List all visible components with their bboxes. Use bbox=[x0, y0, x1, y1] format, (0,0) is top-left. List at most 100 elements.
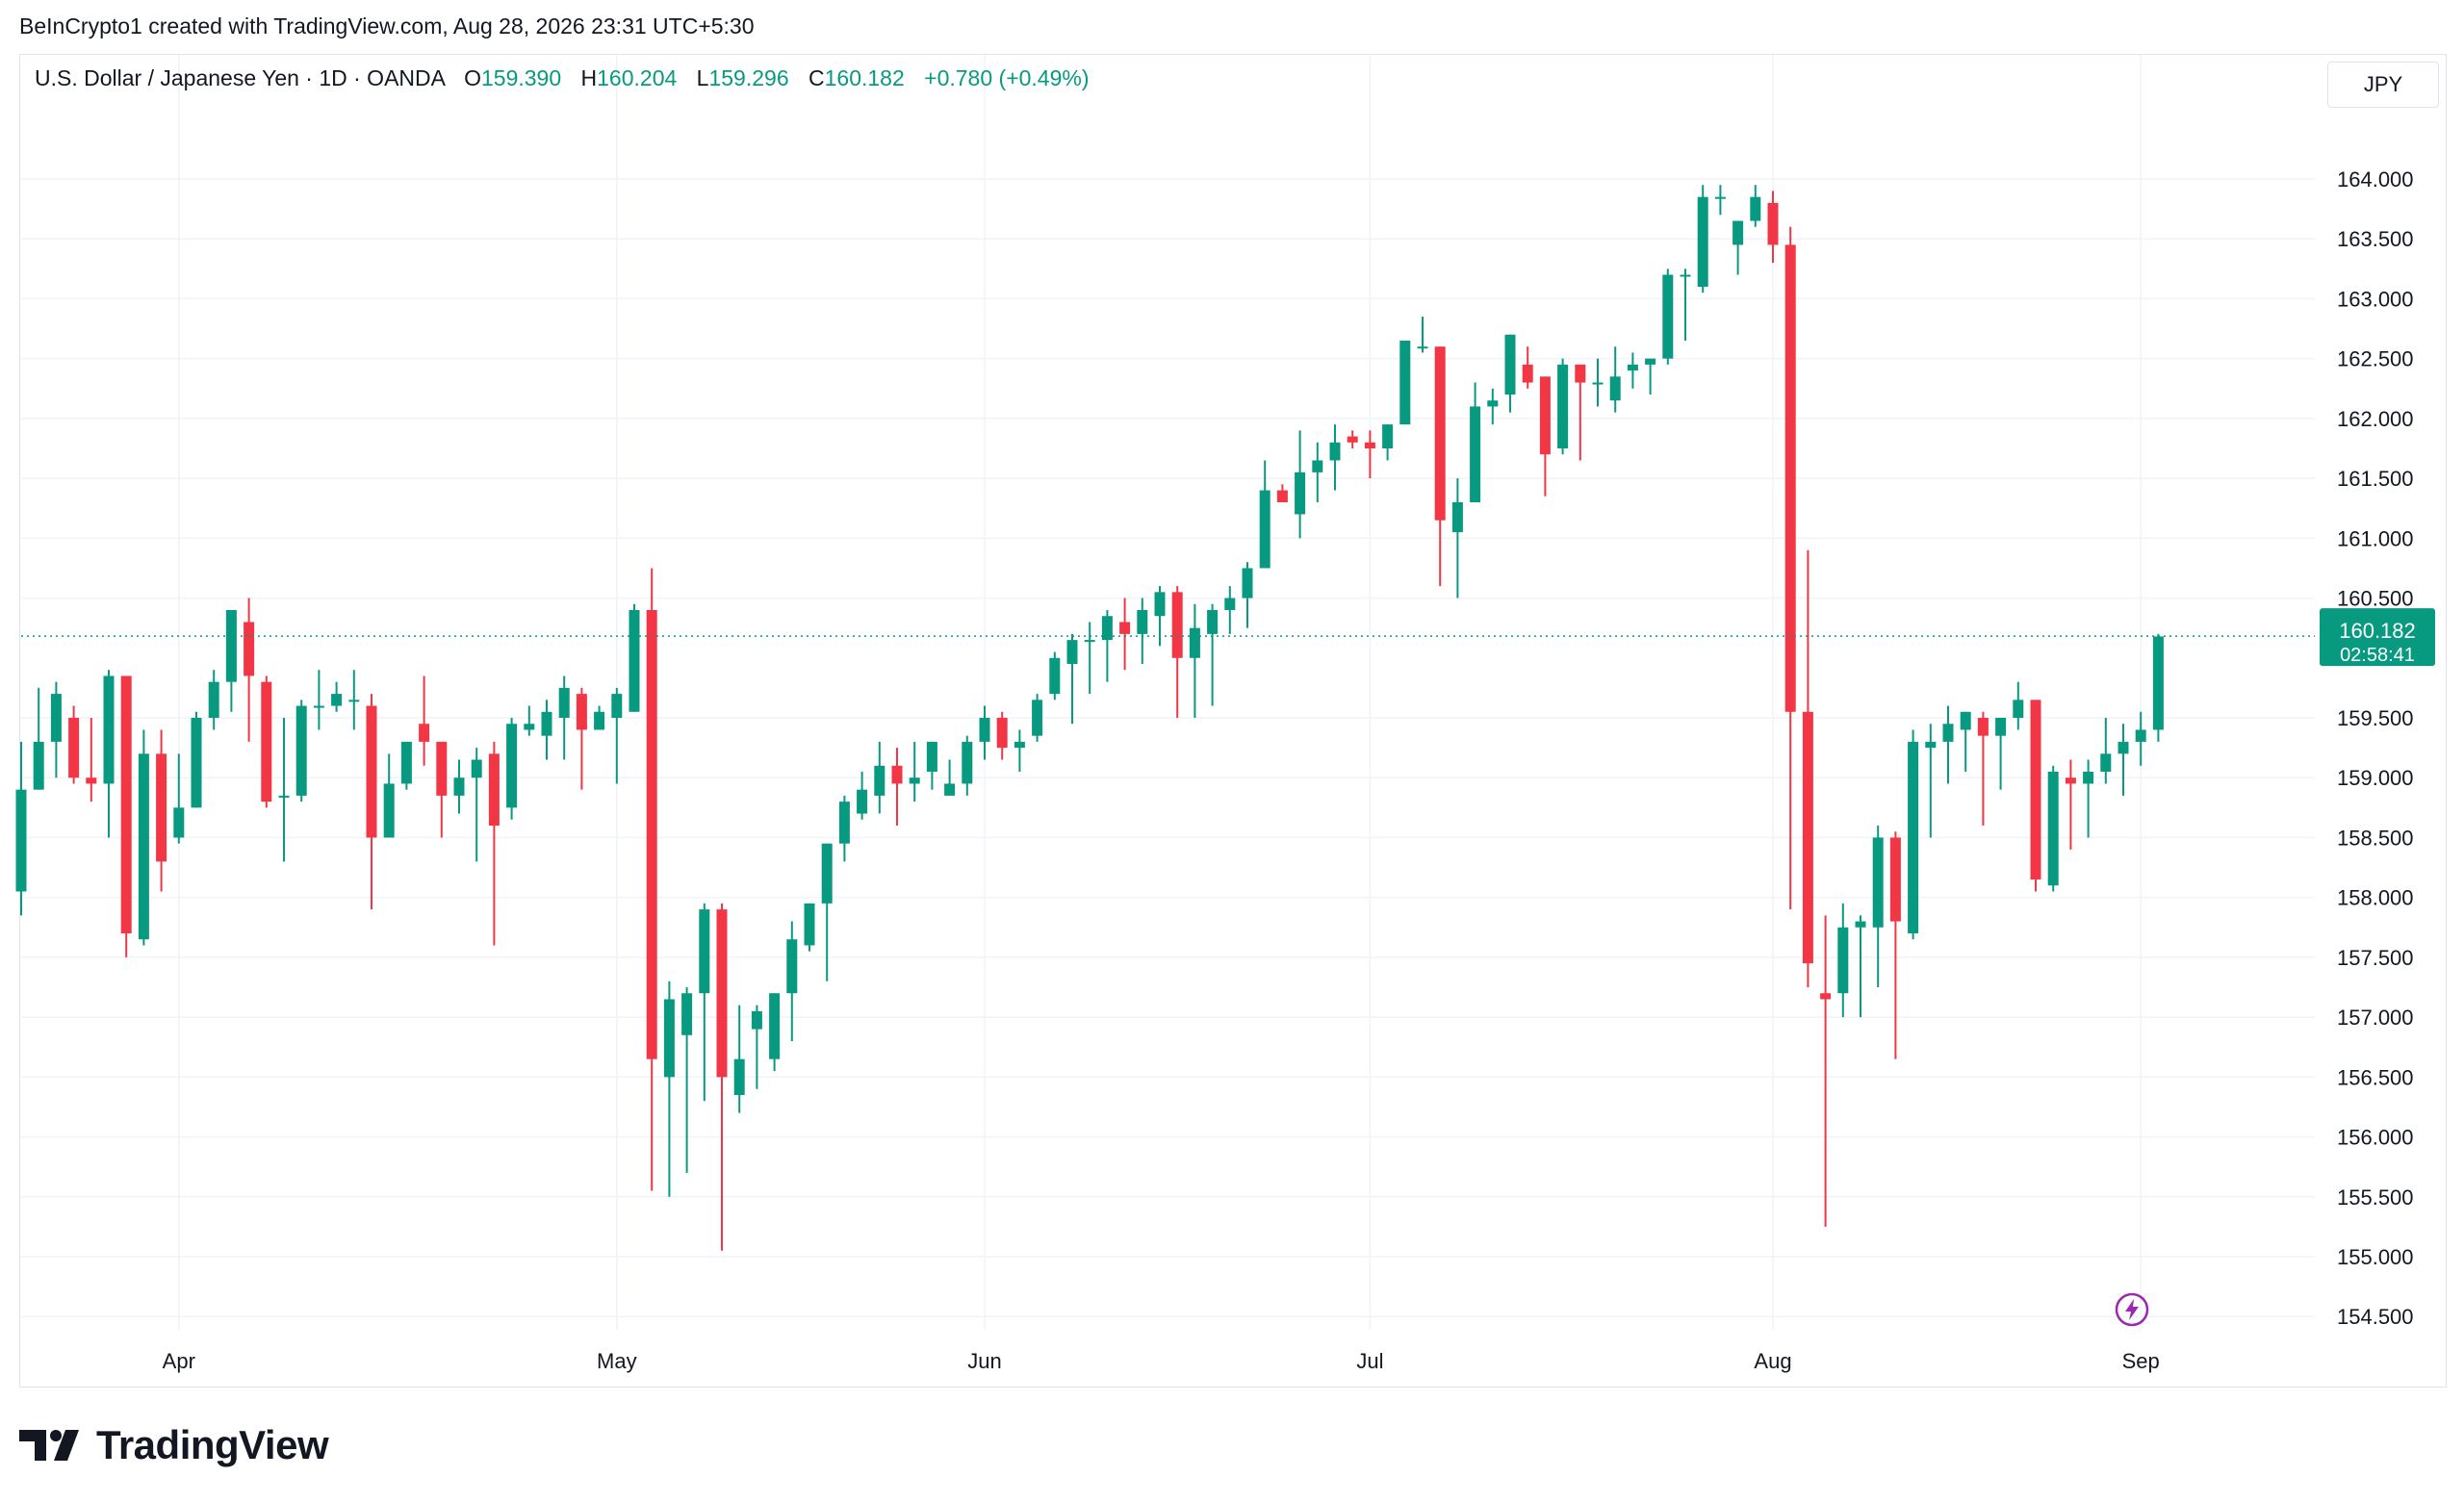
candle-body bbox=[295, 705, 307, 796]
candle-body bbox=[173, 807, 185, 838]
chart-frame[interactable] bbox=[19, 54, 2447, 1388]
candle-body bbox=[1977, 718, 1989, 736]
candle-body bbox=[1382, 424, 1394, 448]
candle-body bbox=[436, 741, 448, 796]
candle-body bbox=[1837, 927, 1849, 994]
y-tick-label: 155.000 bbox=[2337, 1245, 2414, 1269]
x-tick-label: Jun bbox=[967, 1349, 1001, 1373]
candle-body bbox=[1820, 993, 1832, 1000]
y-tick-label: 164.000 bbox=[2337, 167, 2414, 191]
tradingview-logo-icon bbox=[19, 1430, 79, 1461]
y-tick-label: 163.500 bbox=[2337, 227, 2414, 251]
candle-body bbox=[891, 765, 903, 784]
y-tick-label: 162.500 bbox=[2337, 347, 2414, 371]
candle-body bbox=[1329, 442, 1341, 461]
candle-body bbox=[1119, 622, 1131, 634]
candle-body bbox=[1662, 274, 1674, 359]
last-price-value: 160.182 bbox=[2339, 619, 2416, 643]
y-tick-label: 161.500 bbox=[2337, 467, 2414, 491]
candle-body bbox=[1609, 376, 1621, 401]
candle-body bbox=[2013, 700, 2024, 718]
candle-body bbox=[926, 741, 937, 772]
symbol-title[interactable]: U.S. Dollar / Japanese Yen · 1D · OANDA bbox=[35, 65, 445, 90]
y-tick-label: 157.000 bbox=[2337, 1006, 2414, 1030]
tradingview-logo[interactable]: TradingView bbox=[19, 1422, 329, 1468]
candle-body bbox=[646, 610, 657, 1059]
candle-body bbox=[1137, 610, 1148, 634]
candle-body bbox=[2100, 753, 2112, 772]
candle-body bbox=[1399, 341, 1411, 425]
candle-body bbox=[524, 724, 535, 730]
candle-body bbox=[1470, 406, 1481, 502]
candle-body bbox=[944, 783, 956, 796]
candle-body bbox=[1714, 196, 1726, 199]
candle-body bbox=[1522, 364, 1533, 383]
candle-body bbox=[1855, 921, 1866, 928]
candle-body bbox=[2118, 741, 2129, 754]
candle-body bbox=[1732, 220, 1744, 245]
candle-body bbox=[208, 681, 219, 718]
candle-body bbox=[1224, 598, 1236, 610]
x-tick-label: Jul bbox=[1356, 1349, 1383, 1373]
y-tick-label: 156.500 bbox=[2337, 1065, 2414, 1089]
low-label: L bbox=[696, 65, 709, 90]
candle-body bbox=[1995, 718, 2007, 736]
candle-body bbox=[699, 909, 710, 994]
candle-body bbox=[1925, 741, 1937, 749]
candle-body bbox=[1032, 700, 1043, 736]
candle-body bbox=[1347, 436, 1358, 443]
candle-body bbox=[1784, 244, 1796, 712]
candle-body bbox=[1207, 610, 1219, 634]
close-value: 160.182 bbox=[824, 65, 905, 90]
candle-body bbox=[488, 753, 500, 826]
candle-body bbox=[1960, 711, 1971, 730]
candle-body bbox=[1171, 592, 1183, 658]
candle-body bbox=[663, 999, 675, 1078]
tradingview-wordmark: TradingView bbox=[96, 1422, 329, 1467]
high-label: H bbox=[580, 65, 598, 90]
candle-body bbox=[1802, 711, 1813, 964]
candle-body bbox=[2047, 772, 2059, 886]
y-tick-label: 155.500 bbox=[2337, 1185, 2414, 1210]
y-tick-label: 162.000 bbox=[2337, 407, 2414, 431]
candle-body bbox=[1680, 274, 1691, 277]
candle-body bbox=[366, 705, 377, 838]
candle-body bbox=[1364, 442, 1375, 448]
candle-body bbox=[15, 789, 27, 892]
candle-body bbox=[156, 753, 167, 862]
grid-lines bbox=[21, 55, 2315, 1330]
x-tick-label: Aug bbox=[1754, 1349, 1791, 1373]
candle-body bbox=[1312, 460, 1323, 472]
candle-body bbox=[191, 718, 202, 808]
candle-body bbox=[1487, 400, 1499, 407]
candle-body bbox=[1908, 741, 1919, 933]
candle-body bbox=[419, 724, 430, 742]
currency-unit-button[interactable]: JPY bbox=[2327, 62, 2439, 108]
candle-body bbox=[1066, 640, 1078, 664]
candle-body bbox=[2152, 636, 2164, 730]
candle-body bbox=[1049, 657, 1061, 695]
candle-body bbox=[225, 610, 237, 682]
candle-body bbox=[1154, 592, 1166, 617]
candle-body bbox=[629, 610, 640, 712]
candle-body bbox=[1417, 346, 1428, 349]
ohlc-legend[interactable]: U.S. Dollar / Japanese Yen · 1D · OANDA … bbox=[35, 65, 1090, 91]
candle-body bbox=[1189, 627, 1200, 658]
candle-body bbox=[471, 759, 482, 778]
candle-body bbox=[769, 993, 781, 1059]
candle-body bbox=[1101, 616, 1113, 641]
candle-body bbox=[857, 789, 868, 814]
candle-body bbox=[681, 993, 693, 1035]
candle-body bbox=[1259, 490, 1270, 569]
y-tick-label: 158.500 bbox=[2337, 826, 2414, 850]
close-label: C bbox=[808, 65, 825, 90]
candle-body bbox=[594, 711, 605, 730]
candle-body bbox=[874, 765, 886, 796]
candle-body bbox=[1504, 334, 1516, 395]
candle-body bbox=[1697, 196, 1708, 287]
candle-body bbox=[996, 718, 1008, 749]
lightning-icon[interactable] bbox=[2114, 1291, 2150, 1328]
y-tick-label: 156.000 bbox=[2337, 1126, 2414, 1150]
y-tick-label: 161.000 bbox=[2337, 526, 2414, 550]
